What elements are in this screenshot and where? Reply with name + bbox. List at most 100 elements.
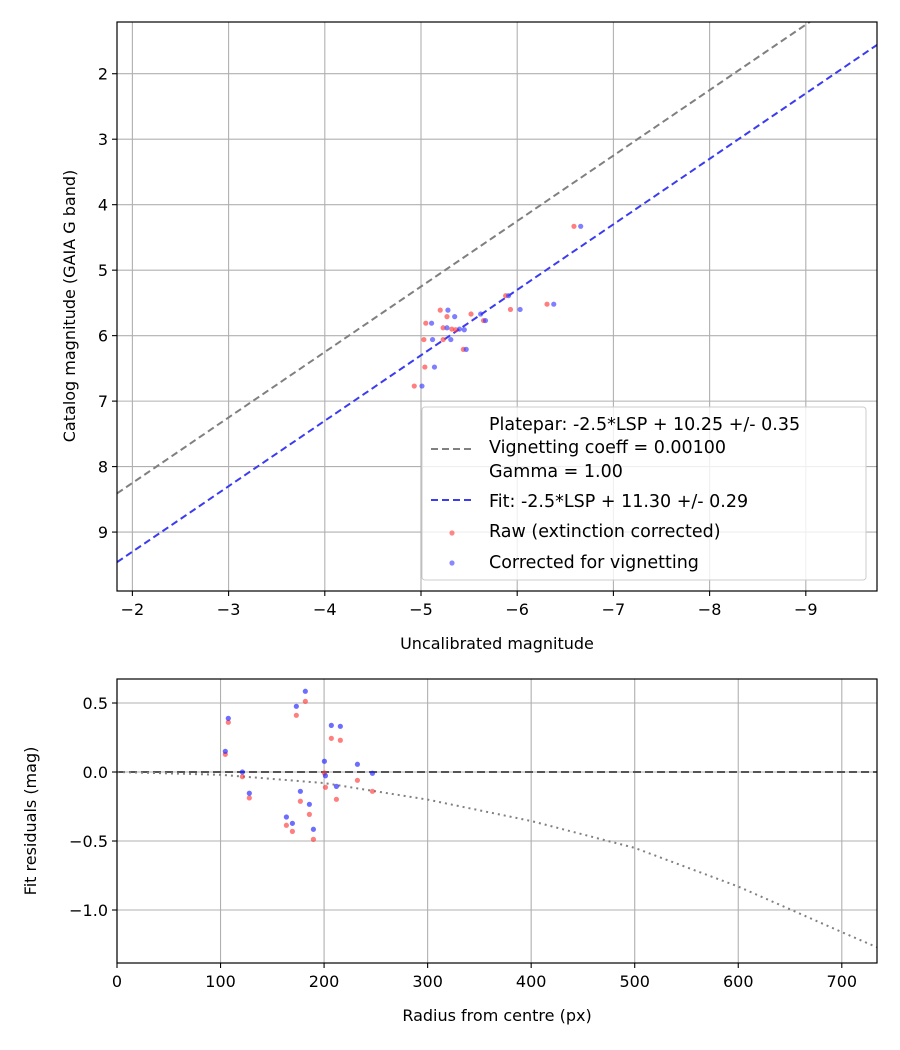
calibration-corrected-point bbox=[419, 383, 425, 389]
calibration-corrected-point bbox=[429, 336, 436, 343]
calibration-raw-point bbox=[411, 383, 417, 389]
residuals-raw-point bbox=[333, 796, 340, 802]
calibration-corrected-point bbox=[445, 307, 451, 313]
calibration-corrected-point bbox=[461, 327, 467, 333]
residuals-raw-point bbox=[225, 719, 231, 725]
calibration-plot: −2 −3 −4 −5 −6 −7 −8 −9 2 3 4 5 6 7 8 9 Uncalibrated ma… bbox=[60, 21, 878, 653]
calibration-y-tick-label: 4 bbox=[98, 196, 108, 215]
residuals-raw-point bbox=[337, 737, 343, 743]
residuals-corrected-point bbox=[306, 801, 312, 807]
calibration-corrected-point bbox=[463, 346, 469, 352]
residuals-corrected-point bbox=[225, 715, 231, 721]
residuals-y-tick-label: −0.5 bbox=[69, 832, 108, 851]
calibration-corrected-point bbox=[478, 311, 484, 317]
calibration-x-axis-label: Uncalibrated magnitude bbox=[400, 634, 594, 653]
calibration-y-tick-label: 7 bbox=[98, 392, 108, 411]
calibration-raw-point bbox=[440, 325, 446, 331]
calibration-corrected-point bbox=[456, 326, 463, 332]
calibration-y-tick-label: 2 bbox=[98, 65, 108, 84]
residuals-corrected-point bbox=[222, 748, 228, 754]
residuals-corrected-point bbox=[322, 773, 329, 779]
legend-raw-marker bbox=[449, 530, 455, 536]
residuals-y-tick-label: 0.5 bbox=[83, 694, 108, 713]
residuals-corrected-point bbox=[354, 761, 361, 767]
calibration-y-tick-label: 6 bbox=[98, 327, 108, 346]
calibration-corrected-point bbox=[428, 320, 435, 326]
calibration-raw-point bbox=[423, 320, 429, 326]
residuals-raw-point bbox=[369, 788, 376, 794]
calibration-corrected-point bbox=[482, 317, 489, 324]
residuals-axes-frame bbox=[116, 678, 878, 964]
residuals-x-tick-label: 600 bbox=[723, 972, 754, 991]
residuals-raw-point bbox=[310, 836, 317, 842]
residuals-x-axis-label: Radius from centre (px) bbox=[402, 1006, 591, 1025]
legend-corrected-label: Corrected for vignetting bbox=[489, 553, 699, 573]
residuals-x-tick-label: 500 bbox=[619, 972, 650, 991]
legend-corrected-marker bbox=[449, 560, 455, 566]
calibration-y-axis-label: Catalog magnitude (GAIA G band) bbox=[60, 170, 79, 442]
calibration-x-tick-label: −4 bbox=[313, 600, 337, 619]
residuals-raw-point bbox=[283, 822, 289, 828]
calibration-raw-point bbox=[571, 223, 577, 229]
legend-platepar-label-line1: Platepar: -2.5*LSP + 10.25 +/- 0.35 bbox=[489, 415, 800, 435]
calibration-y-tick-label: 9 bbox=[98, 523, 108, 542]
residuals-x-tick-label: 400 bbox=[516, 972, 547, 991]
calibration-corrected-point bbox=[551, 301, 557, 307]
calibration-raw-point bbox=[440, 336, 446, 343]
calibration-corrected-point bbox=[431, 364, 438, 370]
residuals-raw-point bbox=[246, 795, 252, 801]
calibration-raw-point bbox=[421, 336, 427, 343]
calibration-x-tick-label: −8 bbox=[698, 600, 722, 619]
calibration-x-tick-label: −9 bbox=[794, 600, 818, 619]
residuals-y-tick-label: 0.0 bbox=[83, 763, 108, 782]
calibration-raw-point bbox=[468, 311, 474, 317]
residuals-raw-point bbox=[302, 698, 308, 704]
residuals-corrected-point bbox=[369, 770, 376, 776]
calibration-raw-point bbox=[422, 364, 428, 370]
residuals-corrected-point bbox=[246, 790, 252, 796]
residuals-x-tick-label: 100 bbox=[205, 972, 236, 991]
calibration-x-tick-label: −2 bbox=[121, 600, 145, 619]
residuals-x-tick-label: 700 bbox=[827, 972, 858, 991]
calibration-x-tick-label: −3 bbox=[217, 600, 241, 619]
calibration-x-tick-label: −7 bbox=[602, 600, 626, 619]
residuals-corrected-point bbox=[293, 703, 299, 709]
residuals-y-tick-label: −1.0 bbox=[69, 901, 108, 920]
calibration-raw-point bbox=[544, 301, 550, 307]
calibration-y-tick-label: 3 bbox=[98, 130, 108, 149]
residuals-raw-point bbox=[322, 784, 329, 790]
vignetting-curve bbox=[117, 771, 877, 949]
residuals-raw-point bbox=[239, 774, 245, 780]
residuals-y-axis-label: Fit residuals (mag) bbox=[21, 747, 40, 896]
residuals-corrected-point bbox=[310, 826, 317, 832]
legend-frame bbox=[421, 406, 867, 581]
residuals-raw-point bbox=[306, 811, 312, 817]
calibration-raw-point bbox=[444, 314, 450, 320]
calibration-raw-point bbox=[453, 327, 459, 333]
calibration-y-tick-label: 5 bbox=[98, 261, 108, 280]
calibration-axes-frame bbox=[116, 21, 878, 592]
calibration-raw-point bbox=[437, 307, 443, 313]
residuals-raw-point bbox=[289, 828, 296, 834]
residuals-corrected-point bbox=[289, 820, 296, 826]
residuals-corrected-point bbox=[297, 788, 303, 794]
residuals-corrected-point bbox=[283, 814, 289, 820]
calibration-x-tick-label: −5 bbox=[409, 600, 433, 619]
residuals-raw-point bbox=[297, 798, 303, 804]
calibration-corrected-point bbox=[452, 314, 458, 320]
legend-fit-label: Fit: -2.5*LSP + 11.30 +/- 0.29 bbox=[489, 492, 748, 512]
calibration-y-tick-label: 8 bbox=[98, 458, 108, 477]
residuals-corrected-point bbox=[302, 688, 308, 694]
residuals-raw-point bbox=[293, 712, 299, 718]
calibration-raw-point bbox=[449, 326, 455, 332]
calibration-x-tick-label: −6 bbox=[505, 600, 529, 619]
residuals-raw-point bbox=[354, 777, 361, 783]
residuals-corrected-point bbox=[239, 769, 245, 775]
residuals-corrected-point bbox=[321, 758, 327, 764]
calibration-corrected-point bbox=[505, 293, 512, 299]
calibration-legend: Platepar: -2.5*LSP + 10.25 +/- 0.35 Vign… bbox=[421, 406, 867, 581]
residuals-x-tick-label: 300 bbox=[412, 972, 443, 991]
residuals-plot: 0 100 200 300 400 500 600 700 0.5 0.0 −0.5 −1.0 Rad… bbox=[21, 678, 878, 1025]
calibration-raw-point bbox=[507, 306, 514, 313]
